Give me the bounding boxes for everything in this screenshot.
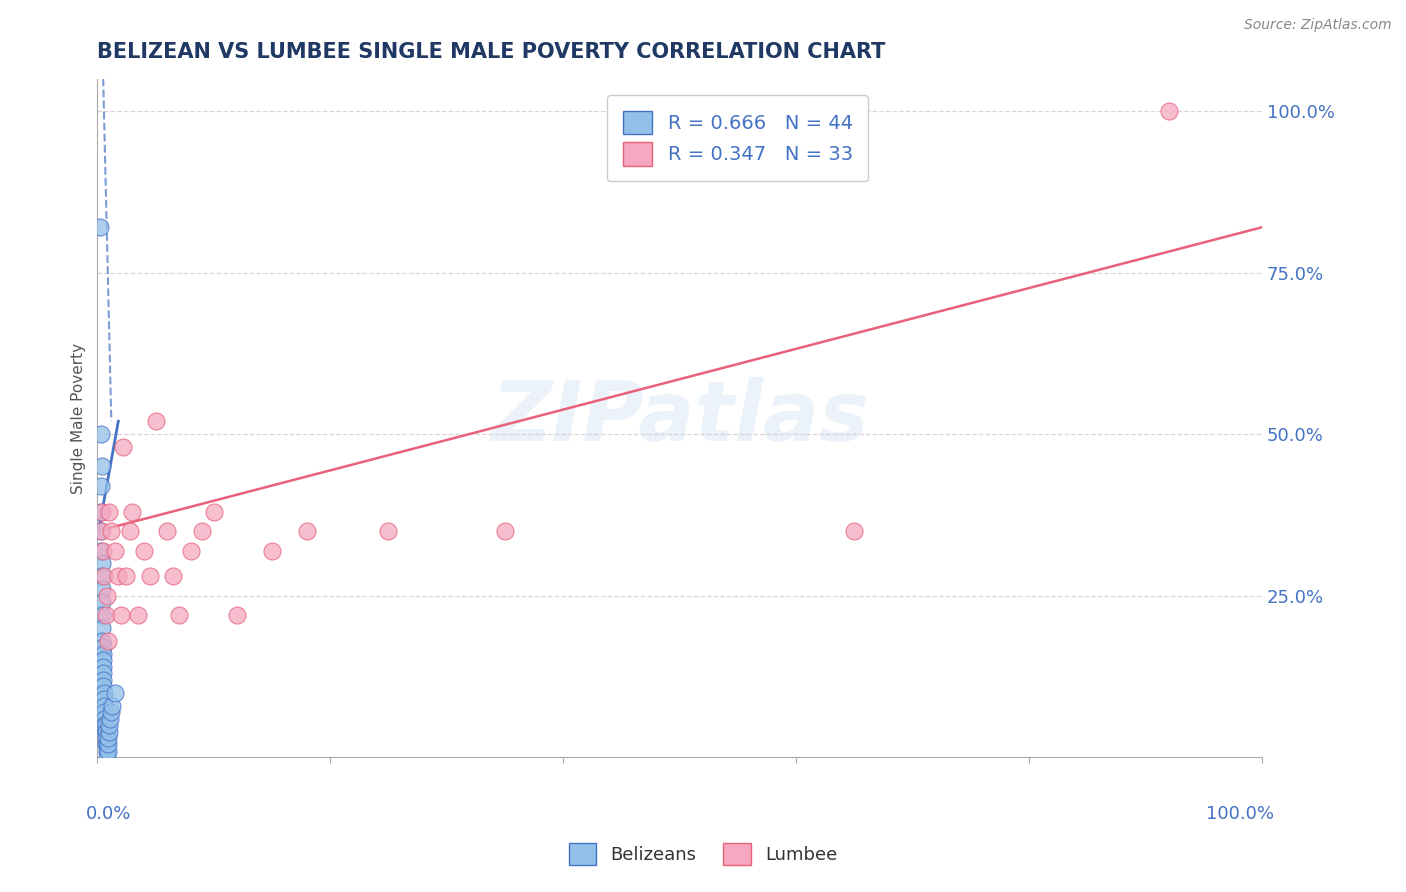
Point	[91, 621, 114, 635]
Legend: R = 0.666   N = 44, R = 0.347   N = 33: R = 0.666 N = 44, R = 0.347 N = 33	[607, 95, 869, 181]
Point	[115, 569, 138, 583]
Point	[91, 557, 114, 571]
Point	[94, 608, 117, 623]
Text: BELIZEAN VS LUMBEE SINGLE MALE POVERTY CORRELATION CHART: BELIZEAN VS LUMBEE SINGLE MALE POVERTY C…	[97, 42, 886, 62]
Y-axis label: Single Male Poverty: Single Male Poverty	[72, 343, 86, 493]
Point	[90, 505, 112, 519]
Point	[98, 724, 121, 739]
Point	[110, 608, 132, 623]
Point	[90, 479, 112, 493]
Text: ZIPatlas: ZIPatlas	[491, 377, 869, 458]
Point	[91, 673, 114, 687]
Point	[132, 543, 155, 558]
Point	[98, 712, 121, 726]
Point	[162, 569, 184, 583]
Point	[104, 686, 127, 700]
Point	[89, 220, 111, 235]
Point	[94, 731, 117, 745]
Point	[96, 738, 118, 752]
Point	[295, 524, 318, 538]
Point	[91, 660, 114, 674]
Point	[98, 505, 121, 519]
Point	[145, 414, 167, 428]
Point	[226, 608, 249, 623]
Point	[91, 634, 114, 648]
Point	[91, 653, 114, 667]
Point	[104, 543, 127, 558]
Point	[91, 582, 114, 597]
Point	[91, 543, 114, 558]
Point	[96, 744, 118, 758]
Legend: Belizeans, Lumbee: Belizeans, Lumbee	[560, 834, 846, 874]
Point	[91, 666, 114, 681]
Point	[90, 427, 112, 442]
Point	[91, 647, 114, 661]
Point	[90, 524, 112, 538]
Point	[121, 505, 143, 519]
Point	[94, 718, 117, 732]
Point	[180, 543, 202, 558]
Point	[100, 524, 122, 538]
Point	[377, 524, 399, 538]
Point	[111, 440, 134, 454]
Point	[93, 686, 115, 700]
Point	[100, 705, 122, 719]
Point	[96, 750, 118, 764]
Point	[97, 634, 120, 648]
Point	[494, 524, 516, 538]
Text: 0.0%: 0.0%	[86, 805, 131, 823]
Point	[93, 698, 115, 713]
Point	[167, 608, 190, 623]
Point	[94, 724, 117, 739]
Point	[91, 640, 114, 655]
Point	[90, 524, 112, 538]
Point	[90, 543, 112, 558]
Point	[107, 569, 129, 583]
Text: Source: ZipAtlas.com: Source: ZipAtlas.com	[1244, 18, 1392, 32]
Point	[93, 705, 115, 719]
Point	[191, 524, 214, 538]
Point	[127, 608, 149, 623]
Point	[94, 738, 117, 752]
Point	[97, 738, 120, 752]
Point	[91, 679, 114, 693]
Point	[156, 524, 179, 538]
Point	[91, 459, 114, 474]
Point	[1157, 103, 1180, 118]
Point	[93, 692, 115, 706]
Point	[97, 744, 120, 758]
Point	[91, 569, 114, 583]
Point	[96, 589, 118, 603]
Point	[94, 724, 117, 739]
Point	[91, 595, 114, 609]
Point	[844, 524, 866, 538]
Point	[202, 505, 225, 519]
Point	[118, 524, 141, 538]
Point	[139, 569, 162, 583]
Point	[98, 718, 121, 732]
Point	[97, 731, 120, 745]
Point	[93, 712, 115, 726]
Point	[260, 543, 283, 558]
Point	[91, 505, 114, 519]
Point	[93, 718, 115, 732]
Point	[93, 569, 115, 583]
Point	[101, 698, 124, 713]
Point	[91, 608, 114, 623]
Text: 100.0%: 100.0%	[1205, 805, 1274, 823]
